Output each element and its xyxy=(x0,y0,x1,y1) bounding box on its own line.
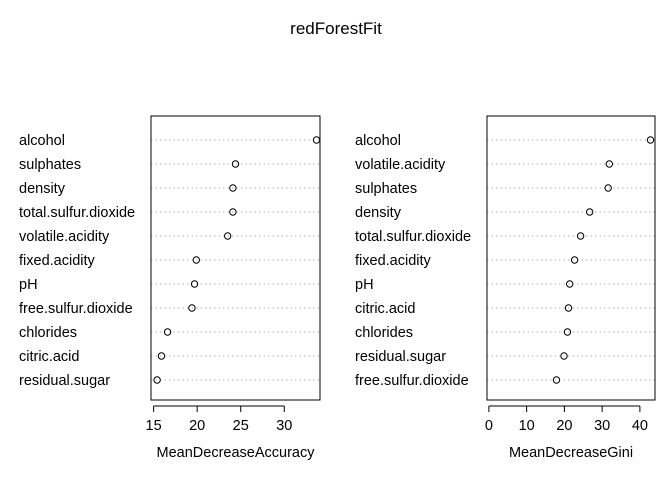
gini-row-label: density xyxy=(355,205,402,221)
accuracy-panel: alcohol sulphates density total.sulfur.diox… xyxy=(19,115,321,461)
accuracy-plot-frame xyxy=(150,115,321,401)
accuracy-point xyxy=(188,304,196,312)
accuracy-x-axis-title: MeanDecreaseAccuracy xyxy=(157,445,316,461)
gini-plot-frame xyxy=(486,115,656,401)
gini-row-label: sulphates xyxy=(355,181,417,197)
accuracy-point xyxy=(192,256,200,264)
accuracy-row-label: fixed.acidity xyxy=(19,253,96,269)
gini-x-axis-title: MeanDecreaseGini xyxy=(509,445,633,461)
accuracy-row-label: density xyxy=(19,181,66,197)
gini-point xyxy=(564,304,573,312)
accuracy-row-label: free.sulfur.dioxide xyxy=(19,301,133,317)
accuracy-row-label: chlorides xyxy=(19,325,77,341)
gini-row-label: free.sulfur.dioxide xyxy=(355,373,469,389)
gini-x-tick-label: 40 xyxy=(632,418,648,434)
gini-point xyxy=(552,376,561,384)
gini-row-label: pH xyxy=(355,277,374,293)
gini-point xyxy=(560,352,568,360)
gini-point xyxy=(605,160,614,168)
accuracy-x-tick-label: 20 xyxy=(189,418,205,434)
gini-row-label: fixed.acidity xyxy=(355,253,432,269)
accuracy-row-label: volatile.acidity xyxy=(19,229,110,245)
accuracy-x-tick-label: 30 xyxy=(276,418,292,434)
gini-point xyxy=(604,184,612,192)
gini-point xyxy=(585,208,594,216)
accuracy-x-tick-label: 25 xyxy=(233,418,249,434)
accuracy-row-label: total.sulfur.dioxide xyxy=(19,205,135,221)
gini-row-label: chlorides xyxy=(355,325,413,341)
gini-panel: alcohol volatile.acidity sulphates density t… xyxy=(355,115,656,461)
accuracy-x-tick-label: 15 xyxy=(146,418,162,434)
accuracy-point xyxy=(190,280,199,288)
gini-x-tick-label: 20 xyxy=(556,418,572,434)
accuracy-row-label: alcohol xyxy=(19,133,65,149)
gini-x-tick-label: 30 xyxy=(594,418,610,434)
accuracy-point xyxy=(157,352,166,360)
gini-row-label: citric.acid xyxy=(355,301,415,317)
gini-point xyxy=(570,256,579,264)
accuracy-point xyxy=(223,232,232,240)
gini-x-tick-label: 0 xyxy=(485,418,493,434)
chart-title: redForestFit xyxy=(290,19,382,38)
accuracy-point xyxy=(229,184,237,192)
gini-row-label: total.sulfur.dioxide xyxy=(355,229,471,245)
gini-x-tick-label: 10 xyxy=(519,418,535,434)
gini-point xyxy=(563,328,572,336)
gini-point xyxy=(646,136,655,144)
accuracy-row-label: residual.sugar xyxy=(19,373,110,389)
gini-row-label: alcohol xyxy=(355,133,401,149)
gini-row-label: volatile.acidity xyxy=(355,157,446,173)
accuracy-point xyxy=(163,328,172,336)
accuracy-point xyxy=(229,208,237,216)
accuracy-row-label: citric.acid xyxy=(19,349,79,365)
gini-point xyxy=(565,280,574,288)
accuracy-row-label: pH xyxy=(19,277,38,293)
accuracy-row-label: sulphates xyxy=(19,157,81,173)
gini-point xyxy=(576,232,585,240)
gini-row-label: residual.sugar xyxy=(355,349,446,365)
accuracy-point xyxy=(231,160,240,168)
accuracy-point xyxy=(153,376,161,384)
